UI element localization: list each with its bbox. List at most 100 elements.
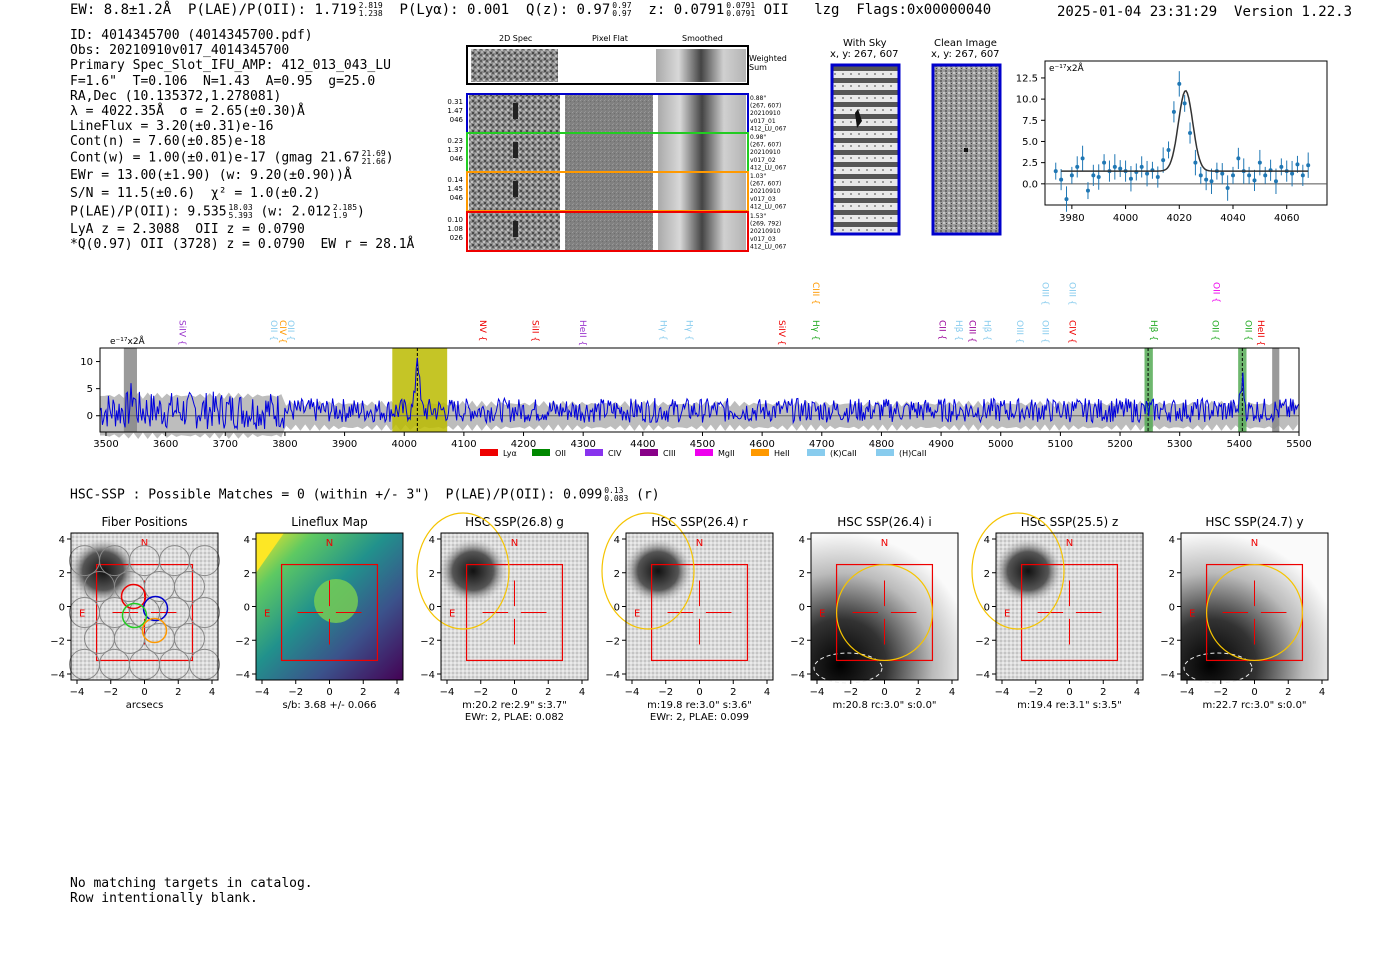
legend-label: MgII [718,449,735,458]
line-label: OII { [1210,320,1220,341]
stamp-dashed-ellipse [813,652,883,684]
full-xtick-label: 3900 [332,439,357,450]
zoom-point [1300,173,1305,178]
fiber-circle [174,571,205,603]
contw-line: Cont(w) = 1.00(±0.01)e-17 (gmag 21.67 21.… [70,148,394,166]
cutout-right-label: (267, 607) [750,103,781,110]
cutout-left-label: 046 [450,194,464,202]
zoom-xtick-label: 4060 [1274,213,1299,224]
stamp-caption-1: m:20.8 rc:3.0" s:0.0" [832,700,936,711]
stamp-ytick-label: 2 [244,569,250,580]
stamp-xtick-label: −2 [843,687,858,698]
clean-image-frame [931,63,1002,236]
col-title-pixelflat: Pixel Flat [592,34,628,43]
stamp-ytick-label: 2 [1169,569,1175,580]
plae-range: 2.819 1.238 [358,1,383,18]
cutout-left-label: 046 [450,116,464,124]
line-label: SiIV { [176,320,186,346]
cutout-right-label: v017_03 [750,236,776,243]
zoom-point [1161,158,1166,163]
weighted-sum-label: Weighted Sum [749,54,787,72]
east-marker: E [1189,609,1195,620]
fiber-circle [174,622,205,654]
fiber-circle [189,545,220,577]
fiber-circle [189,648,220,680]
legend-swatch [480,449,498,456]
line-label: CIV { [277,320,287,344]
line-label: Hβ { [1148,320,1158,341]
timestamp: 2025-01-04 23:31:29 [1057,4,1218,20]
full-xtick-label: 3600 [153,439,178,450]
stamp-caption-1: m:19.4 re:3.1" s:3.5" [1017,700,1122,711]
stamp-xtick-label: 0 [326,687,332,698]
zoom-point [1091,173,1096,178]
stamp-xtick-label: 2 [175,687,181,698]
north-marker: N [511,538,518,549]
legend-label: OII [555,449,566,458]
cutout-right-label: 412_LU_067 [750,125,787,132]
col-title-smoothed: Smoothed [682,34,723,43]
full-legend: Lyα OII CIV CIII MgII HeII (K)CaII (H)CaII [480,449,926,458]
stamp-xtick-label: 0 [1066,687,1072,698]
stamp-xtick-label: −2 [1213,687,1228,698]
highlight-fiber [121,602,148,629]
zoom-ytick-label: 12.5 [1016,73,1038,84]
cutout-right-label: 20210910 [750,188,781,195]
aperture-box [280,563,379,662]
full-xtick-label: 3500 [93,439,118,450]
aperture-box [465,563,564,662]
with-sky-source [855,109,862,128]
aperture-box [95,563,194,662]
stamp-xtick-label: 0 [511,687,517,698]
full-xtick-label: 5500 [1286,439,1311,450]
weighted-sum-smoothed [656,49,746,82]
stamp-caption-1: m:20.2 re:2.9" s:3.7" [462,700,567,711]
east-marker: E [264,609,270,620]
full-xtick-label: 5400 [1227,439,1252,450]
primary-line: Primary Spec_Slot_IFU_AMP: 412_013_043_L… [70,58,391,74]
weighted-sum-2dspec [471,49,558,82]
z-range: 0.0791 0.0791 [726,1,756,18]
line-label: SiII { [529,320,539,342]
zoom-point [1247,173,1252,178]
zoom-ytick-label: 2.5 [1022,158,1038,169]
radec-line: RA,Dec (10.135372,1.278081) [70,88,282,104]
stamp-ytick-label: 2 [614,569,620,580]
cutout-right-label: v017_02 [750,157,776,164]
full-xtick-label: 4600 [749,439,774,450]
stamp-title: HSC SSP(26.8) g [465,515,564,529]
zoom-point [1139,164,1144,169]
north-marker: N [1066,538,1073,549]
clean-image-title: Clean Image [934,38,997,49]
with-sky-image [832,65,899,234]
stamp-xtick-label: −4 [625,687,640,698]
imaging-stamps: Fiber Positions N E −4 4 −2 2 0 0 2 −2 4 −4 arcsecs Li… [50,512,1329,723]
clean-image-xy: x, y: 267, 607 [931,49,1000,60]
full-xtick-label: 4900 [928,439,953,450]
highlight-band [1144,348,1153,432]
zoom-point [1064,197,1069,202]
east-marker: E [79,609,85,620]
north-marker: N [1251,538,1258,549]
hsc-summary: HSC-SSP : Possible Matches = 0 (within +… [70,486,660,503]
stamp-caption-2: EWr: 2, PLAE: 0.082 [465,712,564,723]
legend-label: HeII [774,449,790,458]
zoom-point [1155,175,1160,180]
stamp-xtick-label: 2 [1285,687,1291,698]
stamp-image [1181,533,1328,680]
plae-line: P(LAE)/P(OII): 9.535 18.03 5.393 (w: 2.012… [70,202,365,220]
stamp-xtick-label: 2 [1100,687,1106,698]
zoom-point [1080,156,1085,161]
cutout-frame [466,211,749,252]
line-label: OII { [285,320,295,341]
full-ytick-label: 5 [87,384,93,395]
zoom-point [1263,173,1268,178]
cutout-left-label: 0.23 [447,137,463,145]
zoom-point [1295,162,1300,167]
east-marker: E [1004,609,1010,620]
stamp-ytick-label: −4 [1160,670,1175,681]
line-label: OII { [1211,282,1221,303]
stamp-ytick-label: 4 [429,535,435,546]
